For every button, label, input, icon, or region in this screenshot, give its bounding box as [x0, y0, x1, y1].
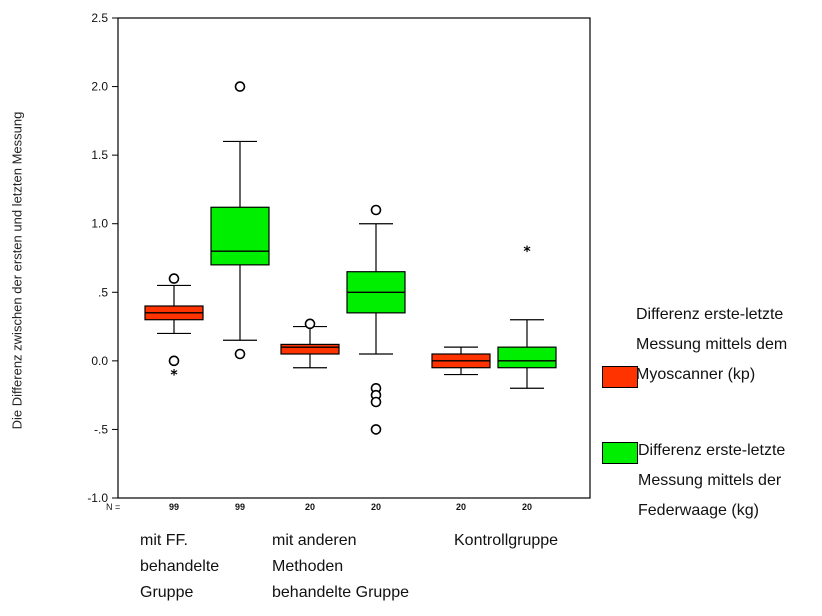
outlier-point	[304, 318, 316, 330]
legend-swatch-federwaage	[602, 442, 638, 464]
n-count-label: 20	[305, 502, 315, 512]
y-axis-title: Die Differenz zwischen der ersten und le…	[2, 40, 32, 500]
y-tick-label: .5	[98, 285, 108, 299]
outlier-point	[370, 424, 382, 435]
y-axis-title-text: Die Differenz zwischen der ersten und le…	[9, 111, 25, 429]
n-count-label: 20	[456, 502, 466, 512]
legend-swatch-myoscanner	[602, 366, 638, 388]
outlier-point	[234, 348, 246, 360]
extreme-point: *	[523, 244, 531, 260]
group-label-ff: mit FF. behandelte Gruppe	[140, 532, 220, 601]
box-iqr	[210, 206, 270, 266]
outlier-point	[168, 355, 180, 367]
y-tick-label: 1.5	[91, 148, 108, 162]
legend-label-myoscanner: Differenz erste-letzte Messung mittels d…	[636, 306, 788, 383]
group-label-control: Kontrollgruppe	[454, 532, 559, 549]
y-tick-label: 1.0	[91, 217, 108, 231]
outlier-point	[370, 396, 382, 408]
outlier-point	[168, 273, 180, 284]
group-label-other-methods: mit anderen Methoden behandelte Gruppe	[272, 532, 409, 601]
outlier-point	[234, 81, 246, 92]
y-tick-label: 2.5	[91, 11, 108, 25]
box-iqr	[280, 343, 340, 355]
y-tick-label: 0.0	[91, 354, 108, 368]
n-count-label: 20	[371, 502, 381, 512]
n-count-label: 99	[169, 502, 179, 512]
plot-frame	[117, 17, 591, 499]
n-count-label: 20	[522, 502, 532, 512]
y-tick-label: -.5	[94, 422, 108, 436]
n-count-label: 99	[235, 502, 245, 512]
y-tick-label: 2.0	[91, 80, 108, 94]
extreme-point: *	[170, 368, 178, 384]
legend-label-federwaage: Differenz erste-letzte Messung mittels d…	[638, 442, 786, 519]
outlier-point	[370, 204, 382, 216]
y-tick-label: -1.0	[87, 491, 108, 505]
n-prefix-label: N =	[106, 502, 120, 512]
box-iqr	[497, 346, 557, 369]
